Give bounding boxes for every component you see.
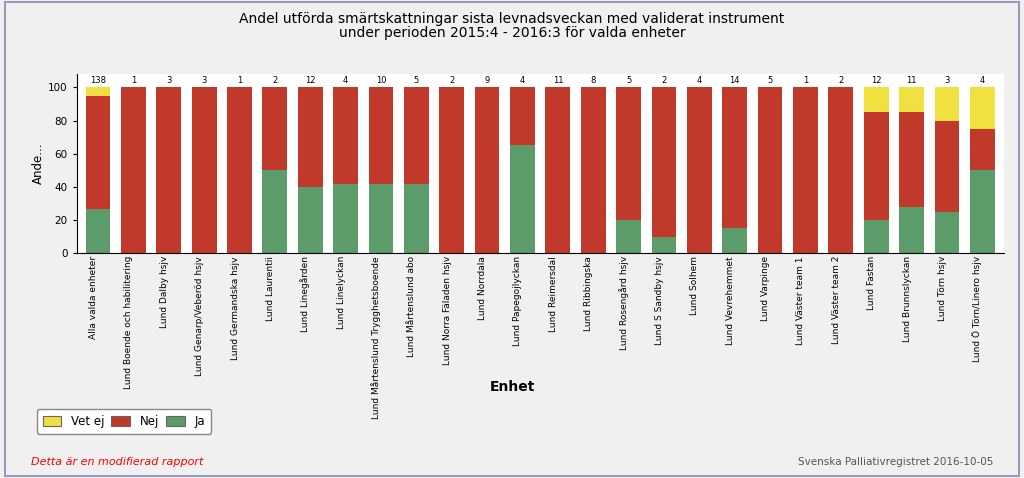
Bar [581,87,605,253]
Bar [828,87,853,253]
Bar [970,87,994,129]
Bar [475,87,500,253]
Bar [758,87,782,253]
Bar [404,184,429,253]
Bar [935,120,959,212]
Text: 2: 2 [450,76,455,86]
Bar [935,87,959,120]
Text: under perioden 2015:4 - 2016:3 för valda enheter: under perioden 2015:4 - 2016:3 för valda… [339,26,685,40]
Bar [86,87,111,96]
Bar [369,184,393,253]
Bar [935,212,959,253]
Text: 11: 11 [553,76,563,86]
Bar [298,187,323,253]
Bar [864,112,889,220]
Bar [651,237,676,253]
Text: 12: 12 [305,76,315,86]
Bar [546,87,570,253]
Text: 8: 8 [591,76,596,86]
Bar [970,129,994,170]
Bar [722,228,748,253]
Text: 2: 2 [839,76,844,86]
Bar [121,87,145,253]
Text: 3: 3 [944,76,949,86]
Bar [899,207,924,253]
Text: 2: 2 [272,76,278,86]
Bar [616,220,641,253]
Text: Detta är en modifierad rapport: Detta är en modifierad rapport [31,457,203,467]
Bar [333,87,358,184]
Bar [687,87,712,253]
Text: 14: 14 [729,76,740,86]
Y-axis label: Ande...: Ande... [33,143,45,185]
Bar [510,145,535,253]
Legend: Vet ej, Nej, Ja: Vet ej, Nej, Ja [37,409,211,434]
Bar [651,87,676,237]
Bar [970,170,994,253]
Text: 138: 138 [90,76,106,86]
Text: 12: 12 [871,76,882,86]
Text: Andel utförda smärtskattningar sista levnadsveckan med validerat instrument: Andel utförda smärtskattningar sista lev… [240,12,784,26]
Text: 4: 4 [343,76,348,86]
Text: 3: 3 [166,76,171,86]
Text: 5: 5 [414,76,419,86]
Text: 1: 1 [131,76,136,86]
Bar [899,87,924,112]
Bar [369,87,393,184]
Text: 10: 10 [376,76,386,86]
Bar [86,96,111,208]
Bar [298,87,323,187]
Text: 1: 1 [803,76,808,86]
Bar [404,87,429,184]
Bar [864,87,889,112]
Bar [262,170,288,253]
Bar [86,208,111,253]
Text: 11: 11 [906,76,916,86]
Text: 4: 4 [980,76,985,86]
Text: 9: 9 [484,76,489,86]
Bar [191,87,216,253]
Text: 5: 5 [626,76,631,86]
Text: 4: 4 [696,76,702,86]
Bar [793,87,818,253]
Text: 5: 5 [767,76,773,86]
Bar [333,184,358,253]
Bar [510,87,535,145]
Bar [616,87,641,220]
Text: 2: 2 [662,76,667,86]
Bar [722,87,748,228]
Bar [227,87,252,253]
Text: Svenska Palliativregistret 2016-10-05: Svenska Palliativregistret 2016-10-05 [798,457,993,467]
Bar [899,112,924,207]
Text: Enhet: Enhet [489,380,535,394]
Text: 3: 3 [202,76,207,86]
Bar [262,87,288,170]
Text: 4: 4 [520,76,525,86]
Bar [157,87,181,253]
Bar [864,220,889,253]
Bar [439,87,464,253]
Text: 1: 1 [237,76,242,86]
